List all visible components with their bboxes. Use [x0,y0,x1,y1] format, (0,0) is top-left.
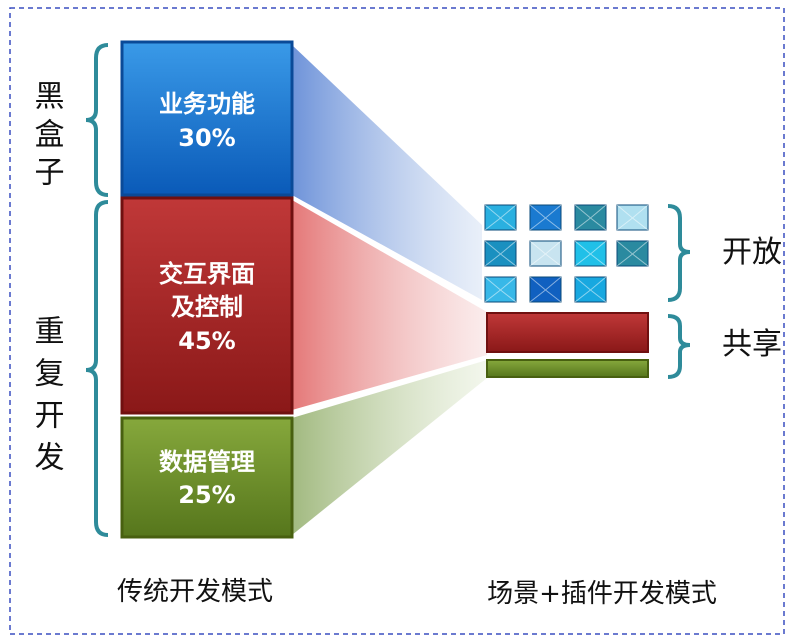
bracket [86,45,108,195]
group-label: 重复开发 [29,315,65,483]
group-label: 共享 [722,327,782,362]
group-label: 黑盒子 [29,80,65,194]
block-label: 交互界面 [159,260,255,288]
bracket [86,202,108,535]
block-percent: 30% [178,124,235,152]
block [122,42,292,195]
diagram: 业务功能 30% 交互界面 及控制 45% 数据管理 25% 黑盒子 重复开发 … [0,0,788,638]
block-percent: 25% [178,481,235,509]
tiles [485,205,648,302]
block-percent: 45% [178,327,235,355]
group-label: 开放 [722,235,782,270]
caption: 场景+插件开发模式 [487,579,717,609]
block-label: 数据管理 [159,448,255,476]
block [122,418,292,537]
bracket [668,206,690,300]
block-label: 业务功能 [159,90,255,118]
shared-bar [487,313,648,352]
bracket [668,316,690,377]
shared-bar [487,360,648,377]
block-label: 及控制 [171,293,243,321]
caption: 传统开发模式 [117,577,273,607]
